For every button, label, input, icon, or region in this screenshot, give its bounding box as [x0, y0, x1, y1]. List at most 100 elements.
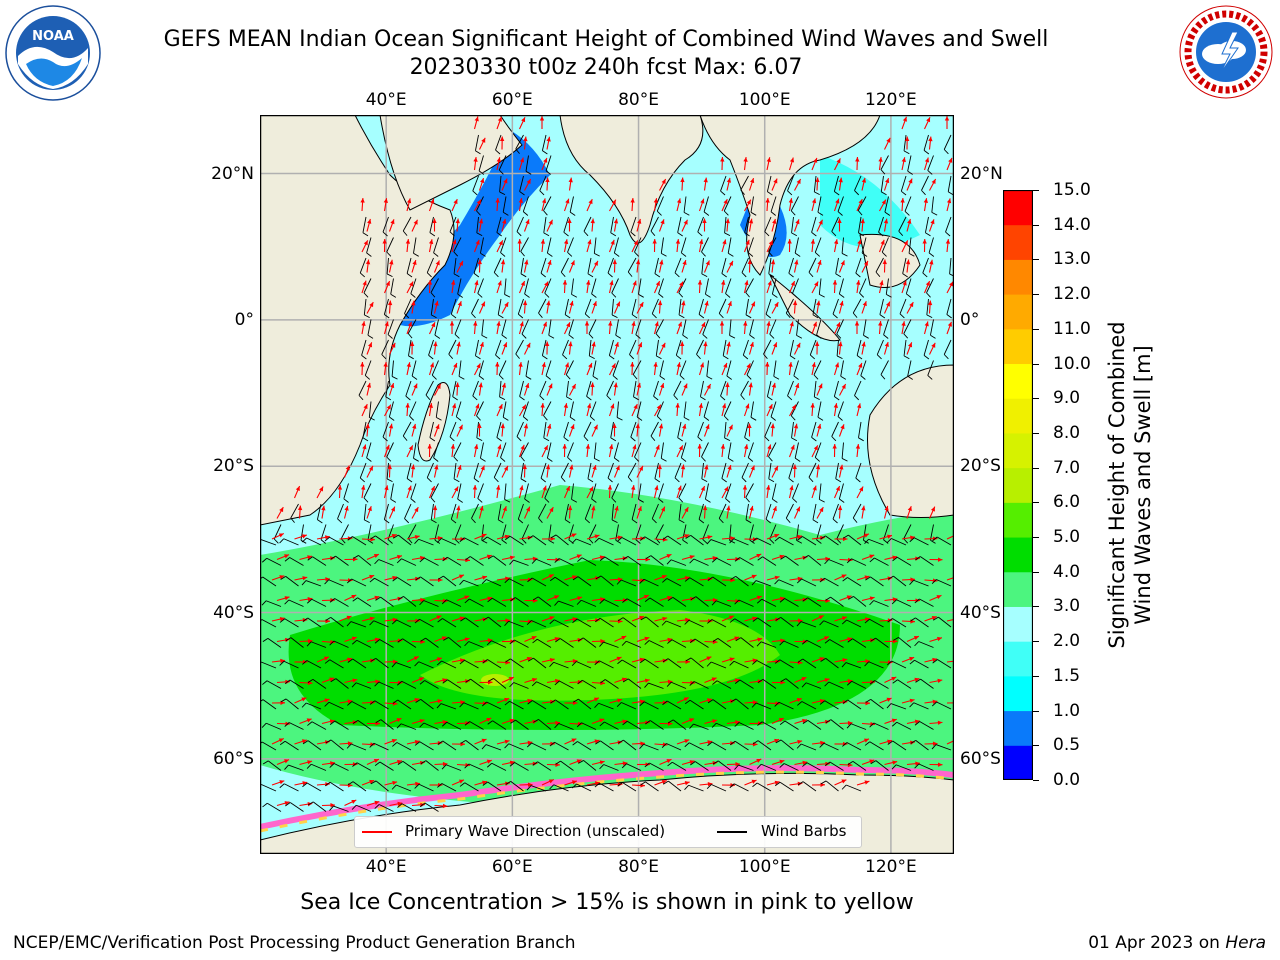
wind-barb-flag	[521, 333, 527, 339]
wave-arrow-head	[547, 260, 552, 266]
wave-arrow-head	[586, 280, 591, 285]
wind-barb-flag	[779, 763, 785, 768]
wave-arrow-head	[904, 136, 910, 142]
wave-arrow-head	[735, 762, 740, 767]
wind-barbs-legend-line	[717, 831, 747, 833]
wave-arrow-head	[429, 362, 435, 368]
wave-arrow-head	[594, 534, 600, 539]
wave-arrow-head	[703, 341, 708, 347]
wind-barb	[335, 678, 349, 689]
wind-barb	[378, 559, 394, 566]
wind-barb	[757, 617, 772, 628]
wind-barb-flag	[555, 638, 561, 643]
wave-arrow-head	[746, 363, 751, 369]
wind-barb-flag	[721, 478, 727, 483]
wave-arrow-head	[549, 657, 555, 663]
wind-barb-flag	[543, 232, 550, 237]
wave-arrow-head	[818, 219, 823, 225]
wind-barb-flag	[790, 415, 796, 421]
wind-barb	[400, 723, 417, 730]
wind-barb-flag	[519, 191, 525, 196]
wind-barb-flag	[431, 519, 437, 524]
wind-barb	[914, 537, 929, 546]
wind-barb	[808, 257, 817, 273]
wind-barb-flag	[382, 231, 388, 237]
wave-arrow-head	[369, 616, 375, 621]
wind-barb-flag	[375, 596, 381, 601]
wave-arrow-head	[330, 803, 335, 808]
wave-arrow-head	[498, 240, 503, 246]
wave-arrow-head	[392, 780, 398, 786]
wind-barb	[410, 483, 417, 499]
wave-arrow-head	[504, 534, 510, 539]
wave-arrow-head	[368, 465, 373, 471]
wave-arrow-head	[477, 423, 482, 429]
wind-barb	[352, 781, 367, 792]
wind-barb-flag	[825, 719, 832, 724]
wave-arrow-head	[678, 445, 683, 451]
wind-barb-flag	[860, 375, 866, 380]
wind-barb	[855, 462, 862, 479]
wind-barb-flag	[707, 741, 713, 747]
wave-arrow-head	[614, 342, 619, 347]
wind-barb-flag	[505, 780, 511, 785]
wind-barb-flag	[501, 539, 507, 544]
wind-barb	[837, 401, 844, 417]
wind-barb	[598, 702, 614, 710]
wave-arrow-head	[473, 444, 479, 450]
wave-arrow-head	[526, 657, 532, 662]
wind-barb	[406, 462, 412, 479]
wind-barb	[481, 524, 484, 541]
wind-barb-flag	[779, 598, 785, 603]
wave-arrow-head	[666, 595, 672, 601]
wave-arrow-head	[307, 555, 313, 560]
wind-barb	[352, 658, 367, 669]
wind-barb-flag	[922, 272, 928, 278]
wind-barb	[870, 576, 884, 587]
wind-barb-flag	[430, 292, 436, 298]
wind-barb-flag	[261, 557, 268, 563]
wind-barb	[582, 637, 597, 648]
wind-barb-flag	[325, 616, 331, 621]
wave-arrow-head	[730, 536, 735, 541]
wave-arrow-head	[390, 383, 395, 389]
wind-barb-flag	[457, 498, 463, 503]
wave-arrow-head	[901, 157, 906, 163]
wind-barb	[913, 702, 929, 710]
colorbar-tick	[1033, 780, 1039, 781]
wind-barb	[771, 278, 777, 295]
wind-barb	[836, 319, 844, 335]
wind-barb-flag	[374, 639, 380, 644]
wind-barb-flag	[921, 190, 926, 196]
wind-barb-flag	[414, 538, 419, 545]
wind-barb	[791, 216, 794, 233]
wind-barb-flag	[285, 637, 292, 642]
wave-arrow-head	[415, 781, 420, 787]
wind-barb	[936, 701, 952, 710]
wind-barb-flag	[433, 457, 439, 462]
lat-tick-label-left: 0°	[234, 309, 254, 330]
wind-barb	[513, 559, 529, 566]
wind-barb	[627, 555, 642, 566]
wind-barb-flag	[656, 415, 662, 421]
wind-barb	[611, 503, 614, 520]
wind-barb	[539, 380, 547, 396]
wave-arrow-head	[930, 506, 935, 512]
wind-barb	[811, 216, 817, 233]
wind-barb	[548, 319, 552, 336]
wave-arrow-head	[531, 677, 537, 683]
wind-barb	[386, 237, 394, 253]
wave-arrow-head	[496, 485, 501, 490]
sea-ice-fringe-yellow	[260, 770, 954, 833]
wind-barb	[510, 658, 524, 669]
wind-barb	[852, 298, 862, 314]
wave-arrow-head	[599, 555, 605, 560]
wave-arrow-head	[725, 218, 730, 224]
wind-barb	[689, 699, 704, 710]
wave-arrow-head	[549, 616, 555, 621]
wave-arrow-head	[705, 424, 710, 430]
madagascar-land	[417, 382, 451, 462]
wave-arrow-head	[577, 596, 583, 601]
wind-barb-flag	[837, 416, 843, 421]
wind-barb-flag	[499, 396, 506, 400]
